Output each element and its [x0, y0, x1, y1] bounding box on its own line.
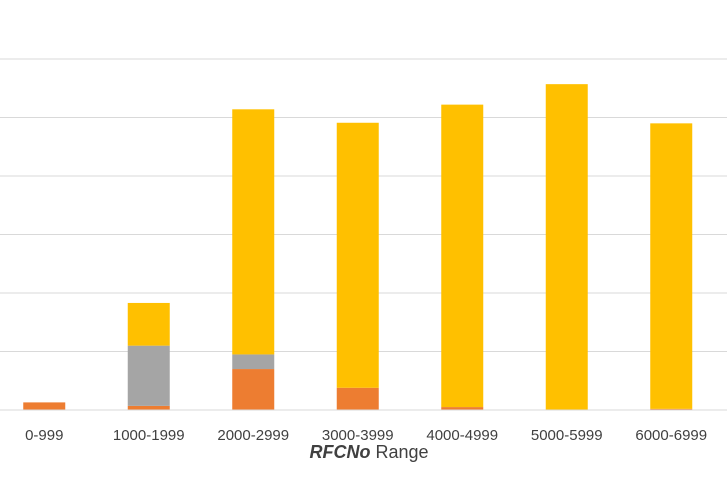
x-axis-title: RFCNo Range	[309, 442, 428, 462]
x-tick-label: 4000-4999	[426, 427, 498, 444]
bar-segment	[232, 109, 275, 355]
bar-segment	[127, 302, 170, 346]
bar-segment	[127, 405, 170, 410]
x-axis-title-rest: Range	[370, 442, 428, 462]
x-tick-label: 1000-1999	[113, 427, 185, 444]
x-tick-label: 2000-2999	[217, 427, 289, 444]
bar-segment	[441, 104, 484, 408]
bar-segment	[650, 123, 693, 409]
bar-segment	[336, 122, 379, 388]
x-tick-labels: 0-999 1000-1999 2000-2999 3000-3999 4000-499…	[25, 427, 707, 444]
bar-segment	[336, 387, 379, 410]
x-tick-label: 5000-5999	[531, 427, 603, 444]
bar-segment	[23, 402, 66, 410]
bar-segment	[441, 407, 484, 410]
bars	[23, 84, 693, 410]
bar-segment	[232, 354, 275, 370]
x-tick-label: 3000-3999	[322, 427, 394, 444]
bar-segment	[127, 345, 170, 406]
x-tick-label: 6000-6999	[635, 427, 707, 444]
x-axis-title-emphasis: RFCNo	[309, 442, 370, 462]
bar-segment	[232, 369, 275, 410]
bar-segment	[545, 84, 588, 410]
bar-segment	[650, 408, 693, 410]
x-tick-label: 0-999	[25, 427, 63, 444]
